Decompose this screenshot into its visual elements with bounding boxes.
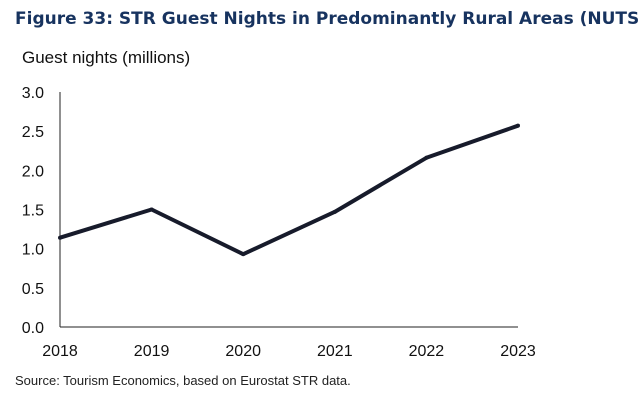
- x-tick-labels: 2018 2019 2020 2021 2022 2023: [42, 343, 536, 360]
- y-tick-label: 1.0: [22, 242, 44, 259]
- series-line: [59, 123, 519, 257]
- data-point: [516, 123, 520, 128]
- figure-title: Figure 33: STR Guest Nights in Predomina…: [15, 9, 640, 29]
- y-tick-labels: 0.0 0.5 1.0 1.5 2.0 2.5 3.0: [22, 85, 44, 337]
- x-tick-label: 2018: [42, 343, 78, 360]
- y-tick-label: 2.5: [22, 124, 44, 141]
- y-tick-label: 0.5: [22, 281, 44, 298]
- x-tick-label: 2020: [225, 343, 261, 360]
- y-tick-label: 3.0: [22, 85, 44, 102]
- y-tick-label: 2.0: [22, 163, 44, 180]
- y-axis-label: Guest nights (millions): [22, 48, 191, 67]
- data-point: [332, 209, 337, 214]
- x-tick-label: 2022: [409, 343, 445, 360]
- x-tick-label: 2023: [500, 343, 536, 360]
- y-tick-label: 1.5: [22, 203, 44, 220]
- x-tick-label: 2021: [317, 343, 353, 360]
- data-point: [58, 235, 62, 240]
- data-point: [241, 252, 246, 257]
- data-point: [424, 155, 429, 160]
- y-tick-label: 0.0: [22, 320, 44, 337]
- x-tick-label: 2019: [134, 343, 170, 360]
- data-point: [149, 207, 154, 212]
- source-note: Source: Tourism Economics, based on Euro…: [15, 373, 351, 388]
